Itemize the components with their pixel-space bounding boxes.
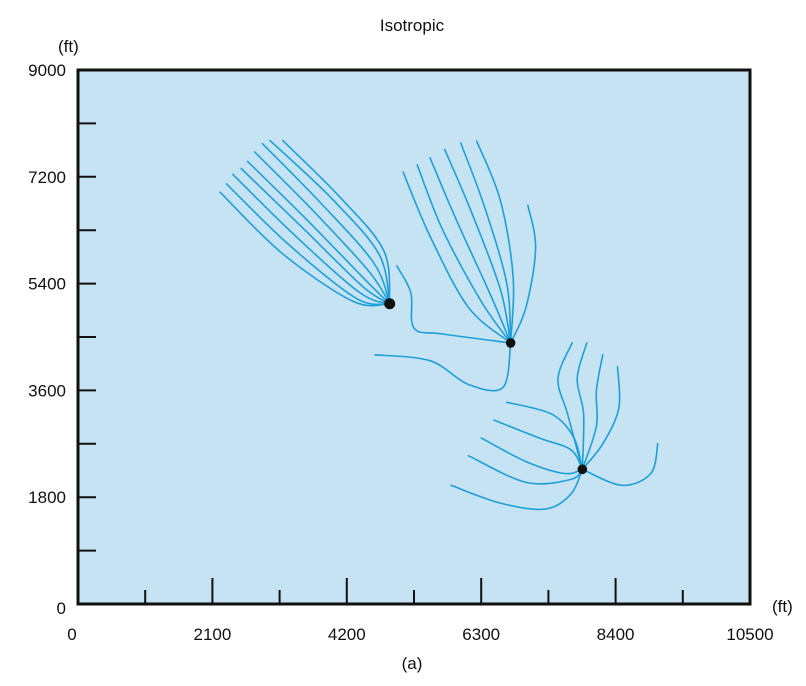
streamline xyxy=(402,171,512,344)
streamline xyxy=(253,151,391,305)
y-tick-label: 0 xyxy=(57,599,66,618)
streamline xyxy=(581,443,659,487)
y-tick-label: 3600 xyxy=(28,381,66,400)
streamline xyxy=(475,140,515,344)
chart-title: Isotropic xyxy=(380,16,445,35)
streamline xyxy=(395,265,512,344)
streamline xyxy=(467,454,584,485)
streamline xyxy=(429,157,512,344)
y-tick-label: 5400 xyxy=(28,275,66,294)
y-tick-label: 1800 xyxy=(28,488,66,507)
streamline-layer xyxy=(219,139,659,511)
x-tick-label: 0 xyxy=(67,625,76,644)
streamline xyxy=(443,148,512,344)
streamline xyxy=(576,342,588,471)
plot-area xyxy=(78,70,750,604)
streamline xyxy=(219,191,391,307)
x-tick-label: 4200 xyxy=(328,625,366,644)
well-marker xyxy=(505,338,516,348)
figure-caption: (a) xyxy=(402,654,423,673)
x-tick-label: 10500 xyxy=(726,625,773,644)
streamline xyxy=(416,164,512,344)
well-marker xyxy=(577,464,588,475)
tick-layer: 0 2100 4200 6300 8400 10500 0 1800 3600 5400 7200 9… xyxy=(28,61,773,644)
y-tick-label: 7200 xyxy=(28,168,66,187)
y-axis-unit-label: (ft) xyxy=(58,37,79,56)
y-tick-label: 9000 xyxy=(28,61,66,80)
streamline xyxy=(480,437,584,475)
streamline xyxy=(261,142,391,305)
streamline xyxy=(269,139,391,305)
plot-frame xyxy=(76,68,752,606)
x-tick-label: 2100 xyxy=(193,625,231,644)
streamline xyxy=(240,167,391,305)
x-tick-label: 6300 xyxy=(462,625,500,644)
streamline xyxy=(493,419,584,471)
streamline xyxy=(581,365,621,471)
streamline xyxy=(459,142,512,344)
streamline xyxy=(246,160,391,305)
streamline xyxy=(509,204,537,344)
streamline xyxy=(374,342,512,392)
well-marker xyxy=(384,298,396,310)
streamline xyxy=(581,354,604,471)
streamline xyxy=(557,342,584,471)
streamline xyxy=(450,468,584,511)
x-axis-unit-label: (ft) xyxy=(772,597,793,616)
x-tick-label: 8400 xyxy=(597,625,635,644)
streamline xyxy=(506,401,584,471)
well-layer xyxy=(384,298,588,475)
streamline xyxy=(282,139,391,305)
streamline xyxy=(225,183,391,306)
streamline xyxy=(232,173,391,305)
